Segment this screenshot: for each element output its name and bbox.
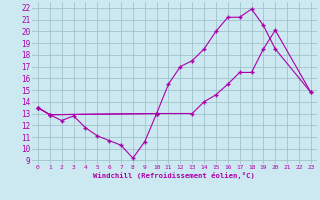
X-axis label: Windchill (Refroidissement éolien,°C): Windchill (Refroidissement éolien,°C) — [93, 172, 255, 179]
